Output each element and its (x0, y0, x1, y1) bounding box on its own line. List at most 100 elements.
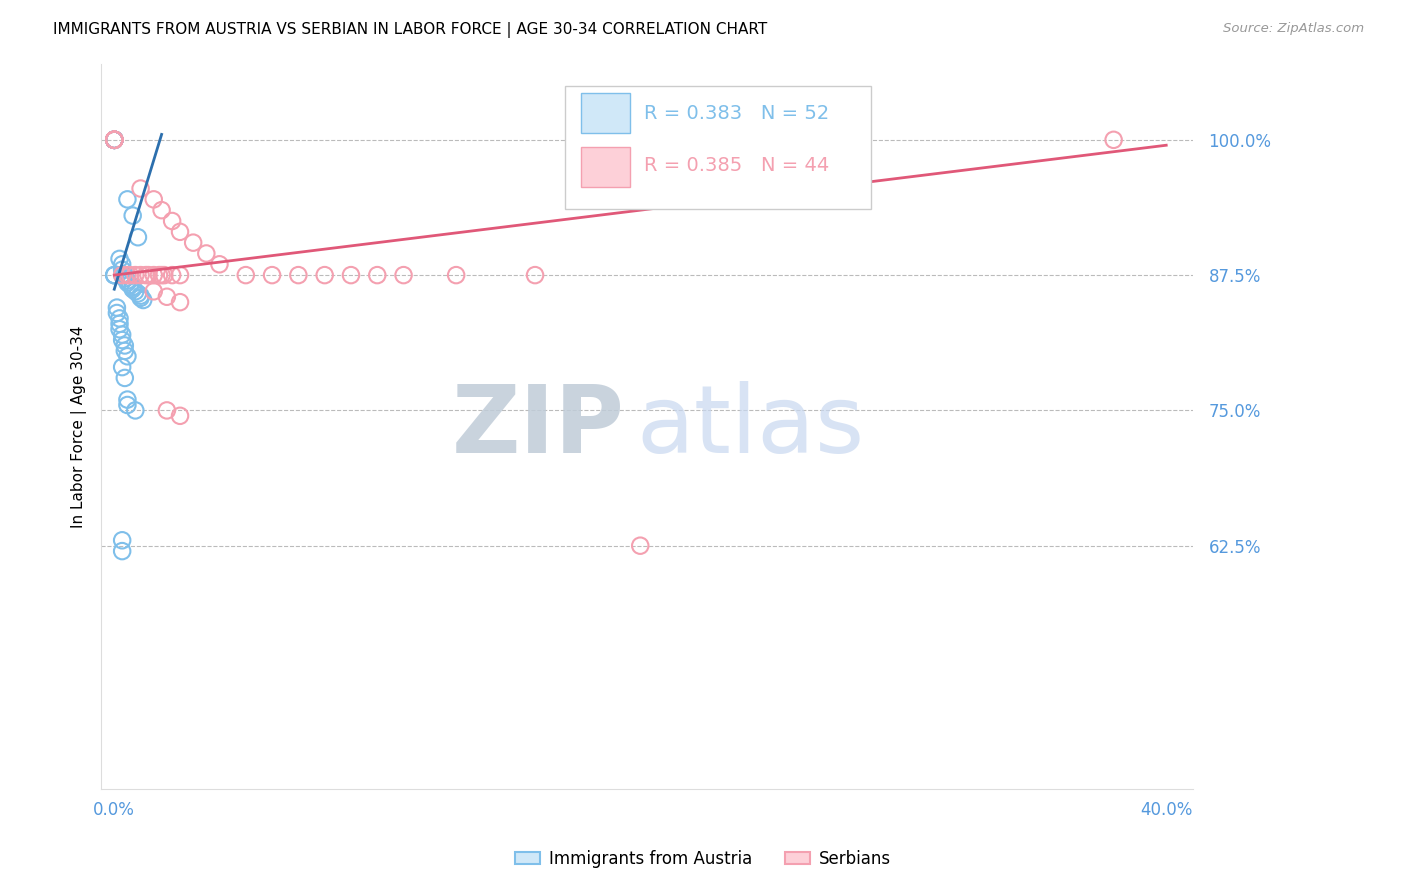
Point (235, 268, 257, 282)
Point (169, 268, 191, 282)
Point (169, 409, 191, 423)
Point (114, 343, 136, 358)
Point (132, 293, 155, 307)
Point (314, 268, 336, 282)
Point (148, 268, 170, 282)
Text: atlas: atlas (636, 381, 865, 473)
Point (142, 268, 165, 282)
Point (103, 133, 125, 147)
Point (111, 268, 134, 282)
Point (103, 133, 125, 147)
Point (129, 291, 152, 305)
Point (366, 268, 388, 282)
Point (121, 282, 143, 296)
Legend: Immigrants from Austria, Serbians: Immigrants from Austria, Serbians (509, 844, 897, 875)
Point (111, 544, 134, 558)
Point (103, 133, 125, 147)
Point (181, 235, 204, 250)
Point (114, 271, 136, 285)
Point (111, 327, 134, 342)
FancyBboxPatch shape (581, 93, 630, 133)
Text: IMMIGRANTS FROM AUSTRIA VS SERBIAN IN LABOR FORCE | AGE 30-34 CORRELATION CHART: IMMIGRANTS FROM AUSTRIA VS SERBIAN IN LA… (53, 22, 768, 38)
Point (287, 268, 309, 282)
Point (121, 280, 143, 294)
Point (103, 133, 125, 147)
Point (103, 133, 125, 147)
FancyBboxPatch shape (565, 86, 870, 209)
Point (105, 301, 128, 315)
Point (103, 268, 125, 282)
Point (135, 268, 157, 282)
Point (114, 371, 136, 385)
Point (105, 306, 128, 320)
Point (117, 349, 139, 363)
Point (208, 257, 231, 271)
Point (111, 360, 134, 375)
Point (1102, 133, 1125, 147)
Point (124, 268, 146, 282)
Point (392, 268, 415, 282)
Point (103, 133, 125, 147)
Text: Source: ZipAtlas.com: Source: ZipAtlas.com (1223, 22, 1364, 36)
Point (103, 133, 125, 147)
Point (127, 286, 149, 301)
Point (111, 533, 134, 548)
Point (108, 317, 131, 331)
Point (103, 133, 125, 147)
Point (142, 192, 165, 206)
Point (150, 203, 173, 218)
Point (108, 311, 131, 326)
Point (153, 268, 176, 282)
Point (138, 268, 160, 282)
Point (117, 276, 139, 290)
Point (103, 133, 125, 147)
Point (444, 268, 467, 282)
Point (103, 133, 125, 147)
Point (628, 539, 651, 553)
Point (111, 268, 134, 282)
Point (117, 392, 139, 407)
Point (103, 133, 125, 147)
Y-axis label: In Labor Force | Age 30-34: In Labor Force | Age 30-34 (72, 326, 87, 528)
Point (103, 133, 125, 147)
Point (111, 262, 134, 277)
Point (117, 398, 139, 412)
Point (103, 133, 125, 147)
Point (195, 246, 218, 260)
Point (169, 295, 191, 310)
Point (120, 277, 142, 292)
Point (103, 133, 125, 147)
Point (103, 133, 125, 147)
Text: ZIP: ZIP (453, 381, 626, 473)
Point (103, 268, 125, 282)
Point (160, 268, 183, 282)
Point (117, 192, 139, 206)
Point (108, 252, 131, 266)
Point (114, 268, 136, 282)
Point (340, 268, 363, 282)
Point (524, 268, 547, 282)
Point (111, 333, 134, 347)
Point (103, 133, 125, 147)
Point (169, 225, 191, 239)
Point (121, 209, 143, 223)
Point (124, 403, 146, 417)
Point (114, 338, 136, 352)
Point (103, 268, 125, 282)
Point (117, 268, 139, 282)
Point (103, 133, 125, 147)
Text: R = 0.385   N = 44: R = 0.385 N = 44 (644, 156, 828, 175)
Point (156, 290, 179, 304)
Point (127, 230, 149, 244)
Point (120, 268, 142, 282)
Point (117, 273, 139, 287)
Point (108, 322, 131, 336)
FancyBboxPatch shape (581, 147, 630, 187)
Point (156, 403, 179, 417)
Point (142, 285, 165, 299)
Point (103, 133, 125, 147)
Point (160, 214, 183, 228)
Point (103, 133, 125, 147)
Point (103, 133, 125, 147)
Text: R = 0.383   N = 52: R = 0.383 N = 52 (644, 103, 828, 123)
